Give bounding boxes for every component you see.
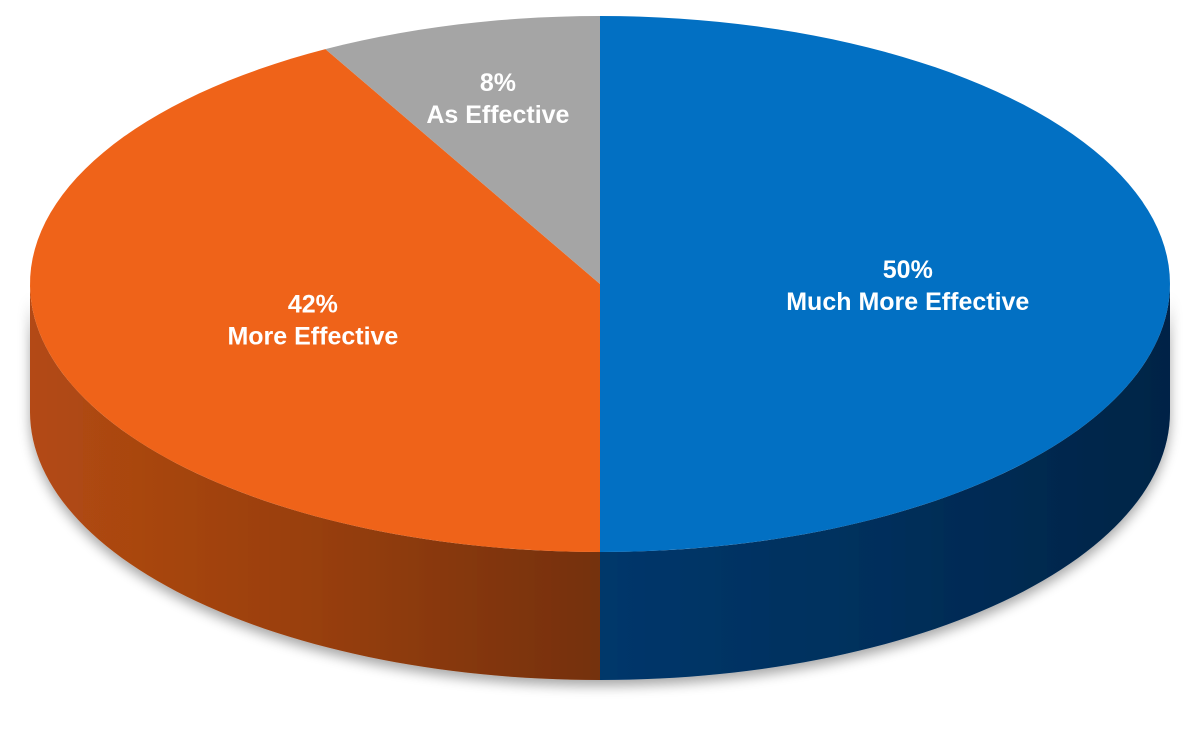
pie-slice-as-effective <box>325 16 600 284</box>
slice-name-as-effective: As Effective <box>426 101 569 129</box>
pie-slice-much-more-effective <box>600 16 1170 552</box>
pie-side-shade-much-more-effective <box>600 284 1170 680</box>
slice-percent-much-more-effective: 50% <box>883 256 933 284</box>
pie-slice-more-effective <box>30 49 600 553</box>
pie-top <box>30 16 1170 553</box>
slice-name-more-effective: More Effective <box>227 323 398 351</box>
pie-labels: 50% Much More Effective 42% More Effective 8… <box>227 69 1029 351</box>
slice-label-much-more-effective: 50% Much More Effective <box>786 256 1029 316</box>
slice-name-much-more-effective: Much More Effective <box>786 288 1029 316</box>
slice-percent-more-effective: 42% <box>288 291 338 319</box>
slice-label-more-effective: 42% More Effective <box>227 291 398 351</box>
pie-side-shade-more-effective <box>30 284 600 680</box>
pie-sides <box>30 284 1170 680</box>
slice-percent-as-effective: 8% <box>480 69 516 97</box>
slice-label-as-effective: 8% As Effective <box>426 69 569 129</box>
